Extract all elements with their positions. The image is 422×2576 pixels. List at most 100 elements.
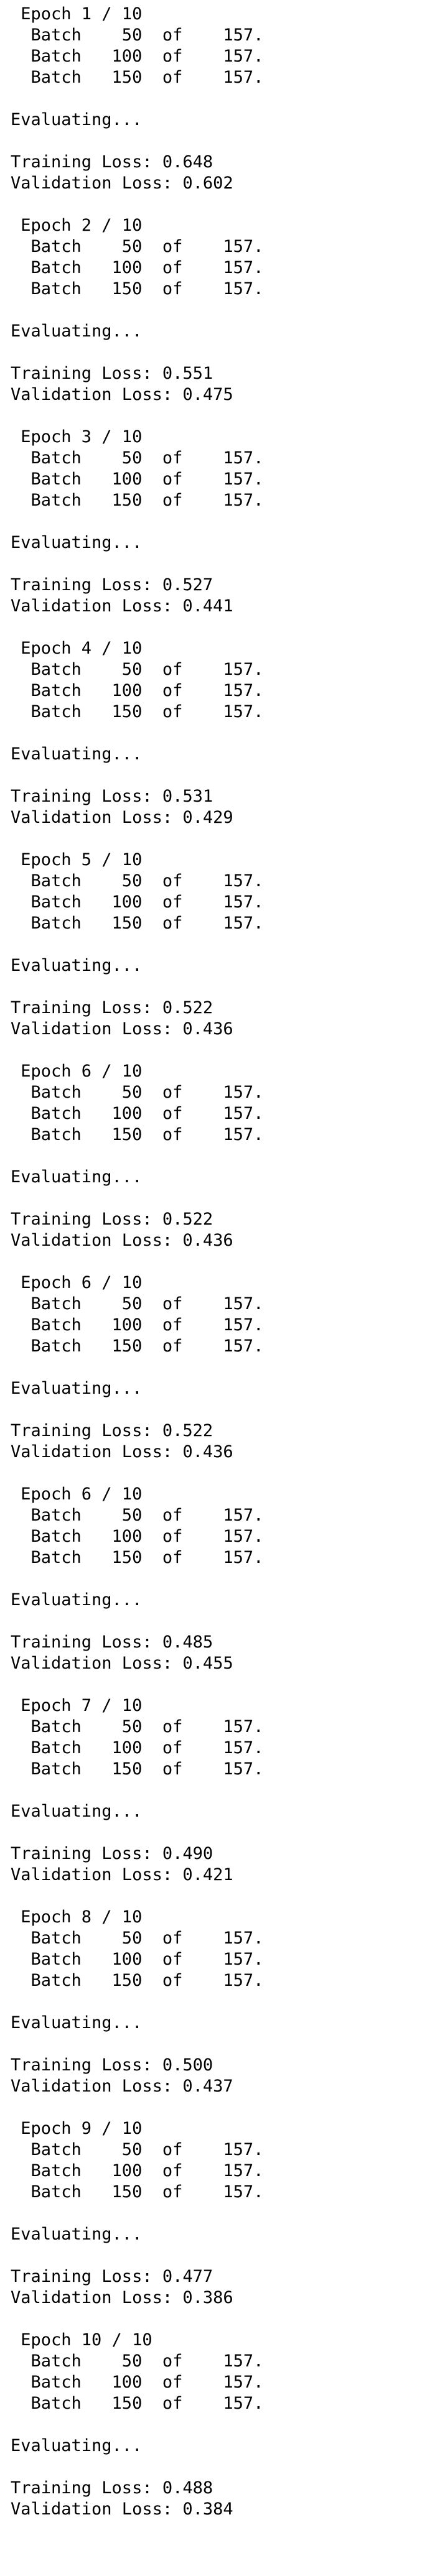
training-loss-line: Training Loss: 0.522 <box>11 998 213 1017</box>
epoch-header: Epoch 3 / 10 <box>11 427 143 447</box>
blank-line <box>11 1357 422 1378</box>
blank-line <box>11 1146 422 1167</box>
blank-line <box>11 1463 422 1484</box>
evaluating-line: Evaluating... <box>11 1167 143 1187</box>
batch-progress-line: Batch 100 of 157. <box>11 1527 264 1546</box>
batch-progress-line: Batch 50 of 157. <box>11 25 264 45</box>
training-loss-line: Training Loss: 0.477 <box>11 2267 213 2286</box>
epoch-header: Epoch 8 / 10 <box>11 1907 143 1927</box>
blank-line <box>11 1251 422 1272</box>
evaluating-line: Evaluating... <box>11 322 143 341</box>
epoch-header: Epoch 6 / 10 <box>11 1062 143 1081</box>
blank-line <box>11 1568 422 1590</box>
batch-progress-line: Batch 150 of 157. <box>11 68 264 87</box>
blank-line <box>11 88 422 109</box>
blank-line <box>11 1674 422 1695</box>
batch-progress-line: Batch 50 of 157. <box>11 660 264 679</box>
batch-progress-line: Batch 100 of 157. <box>11 2373 264 2392</box>
batch-progress-line: Batch 150 of 157. <box>11 491 264 510</box>
blank-line <box>11 2309 422 2330</box>
blank-line <box>11 1188 422 1209</box>
batch-progress-line: Batch 100 of 157. <box>11 1738 264 1758</box>
blank-line <box>11 511 422 532</box>
blank-line <box>11 617 422 638</box>
blank-line <box>11 300 422 321</box>
training-loss-line: Training Loss: 0.522 <box>11 1210 213 1229</box>
blank-line <box>11 1822 422 1843</box>
training-loss-line: Training Loss: 0.488 <box>11 2478 213 2498</box>
batch-progress-line: Batch 50 of 157. <box>11 871 264 891</box>
blank-line <box>11 342 422 363</box>
epoch-header: Epoch 7 / 10 <box>11 1696 143 1715</box>
epoch-header: Epoch 5 / 10 <box>11 850 143 869</box>
evaluating-line: Evaluating... <box>11 533 143 552</box>
validation-loss-line: Validation Loss: 0.421 <box>11 1865 233 1884</box>
batch-progress-line: Batch 150 of 157. <box>11 2394 264 2413</box>
validation-loss-line: Validation Loss: 0.455 <box>11 1654 233 1673</box>
blank-line <box>11 194 422 215</box>
training-loss-line: Training Loss: 0.500 <box>11 2055 213 2075</box>
batch-progress-line: Batch 100 of 157. <box>11 1950 264 1969</box>
blank-line <box>11 1399 422 1420</box>
evaluating-line: Evaluating... <box>11 1802 143 1821</box>
evaluating-line: Evaluating... <box>11 956 143 975</box>
epoch-header: Epoch 9 / 10 <box>11 2119 143 2138</box>
validation-loss-line: Validation Loss: 0.437 <box>11 2077 233 2096</box>
epoch-header: Epoch 6 / 10 <box>11 1273 143 1292</box>
batch-progress-line: Batch 100 of 157. <box>11 470 264 489</box>
batch-progress-line: Batch 100 of 157. <box>11 258 264 277</box>
batch-progress-line: Batch 50 of 157. <box>11 1083 264 1102</box>
evaluating-line: Evaluating... <box>11 1379 143 1398</box>
blank-line <box>11 405 422 427</box>
batch-progress-line: Batch 150 of 157. <box>11 2182 264 2202</box>
batch-progress-line: Batch 100 of 157. <box>11 2161 264 2180</box>
blank-line <box>11 934 422 955</box>
evaluating-line: Evaluating... <box>11 2225 143 2244</box>
blank-line <box>11 2203 422 2224</box>
blank-line <box>11 1040 422 1061</box>
blank-line <box>11 828 422 850</box>
evaluating-line: Evaluating... <box>11 744 143 764</box>
batch-progress-line: Batch 50 of 157. <box>11 2351 264 2371</box>
evaluating-line: Evaluating... <box>11 2436 143 2455</box>
epoch-header: Epoch 2 / 10 <box>11 216 143 235</box>
blank-line <box>11 2097 422 2118</box>
batch-progress-line: Batch 100 of 157. <box>11 681 264 700</box>
epoch-header: Epoch 10 / 10 <box>11 2330 152 2350</box>
batch-progress-line: Batch 150 of 157. <box>11 1971 264 1990</box>
blank-line <box>11 554 422 575</box>
validation-loss-line: Validation Loss: 0.436 <box>11 1442 233 1462</box>
blank-line <box>11 765 422 786</box>
batch-progress-line: Batch 100 of 157. <box>11 1315 264 1335</box>
blank-line <box>11 131 422 152</box>
training-loss-line: Training Loss: 0.522 <box>11 1421 213 1440</box>
batch-progress-line: Batch 150 of 157. <box>11 1125 264 1144</box>
batch-progress-line: Batch 50 of 157. <box>11 448 264 468</box>
batch-progress-line: Batch 150 of 157. <box>11 1759 264 1779</box>
validation-loss-line: Validation Loss: 0.436 <box>11 1231 233 1250</box>
validation-loss-line: Validation Loss: 0.386 <box>11 2288 233 2307</box>
blank-line <box>11 2034 422 2055</box>
validation-loss-line: Validation Loss: 0.475 <box>11 385 233 404</box>
batch-progress-line: Batch 50 of 157. <box>11 1717 264 1736</box>
blank-line <box>11 976 422 998</box>
batch-progress-line: Batch 150 of 157. <box>11 279 264 299</box>
batch-progress-line: Batch 50 of 157. <box>11 237 264 256</box>
blank-line <box>11 723 422 744</box>
batch-progress-line: Batch 50 of 157. <box>11 1506 264 1525</box>
batch-progress-line: Batch 150 of 157. <box>11 702 264 721</box>
validation-loss-line: Validation Loss: 0.384 <box>11 2500 233 2519</box>
batch-progress-line: Batch 150 of 157. <box>11 914 264 933</box>
batch-progress-line: Batch 100 of 157. <box>11 1104 264 1123</box>
batch-progress-line: Batch 150 of 157. <box>11 1548 264 1567</box>
batch-progress-line: Batch 50 of 157. <box>11 1929 264 1948</box>
training-loss-line: Training Loss: 0.531 <box>11 787 213 806</box>
validation-loss-line: Validation Loss: 0.436 <box>11 1019 233 1039</box>
blank-line <box>11 1991 422 2013</box>
training-loss-line: Training Loss: 0.527 <box>11 575 213 595</box>
validation-loss-line: Validation Loss: 0.602 <box>11 174 233 193</box>
validation-loss-line: Validation Loss: 0.429 <box>11 808 233 827</box>
training-loss-line: Training Loss: 0.648 <box>11 152 213 172</box>
blank-line <box>11 1780 422 1801</box>
